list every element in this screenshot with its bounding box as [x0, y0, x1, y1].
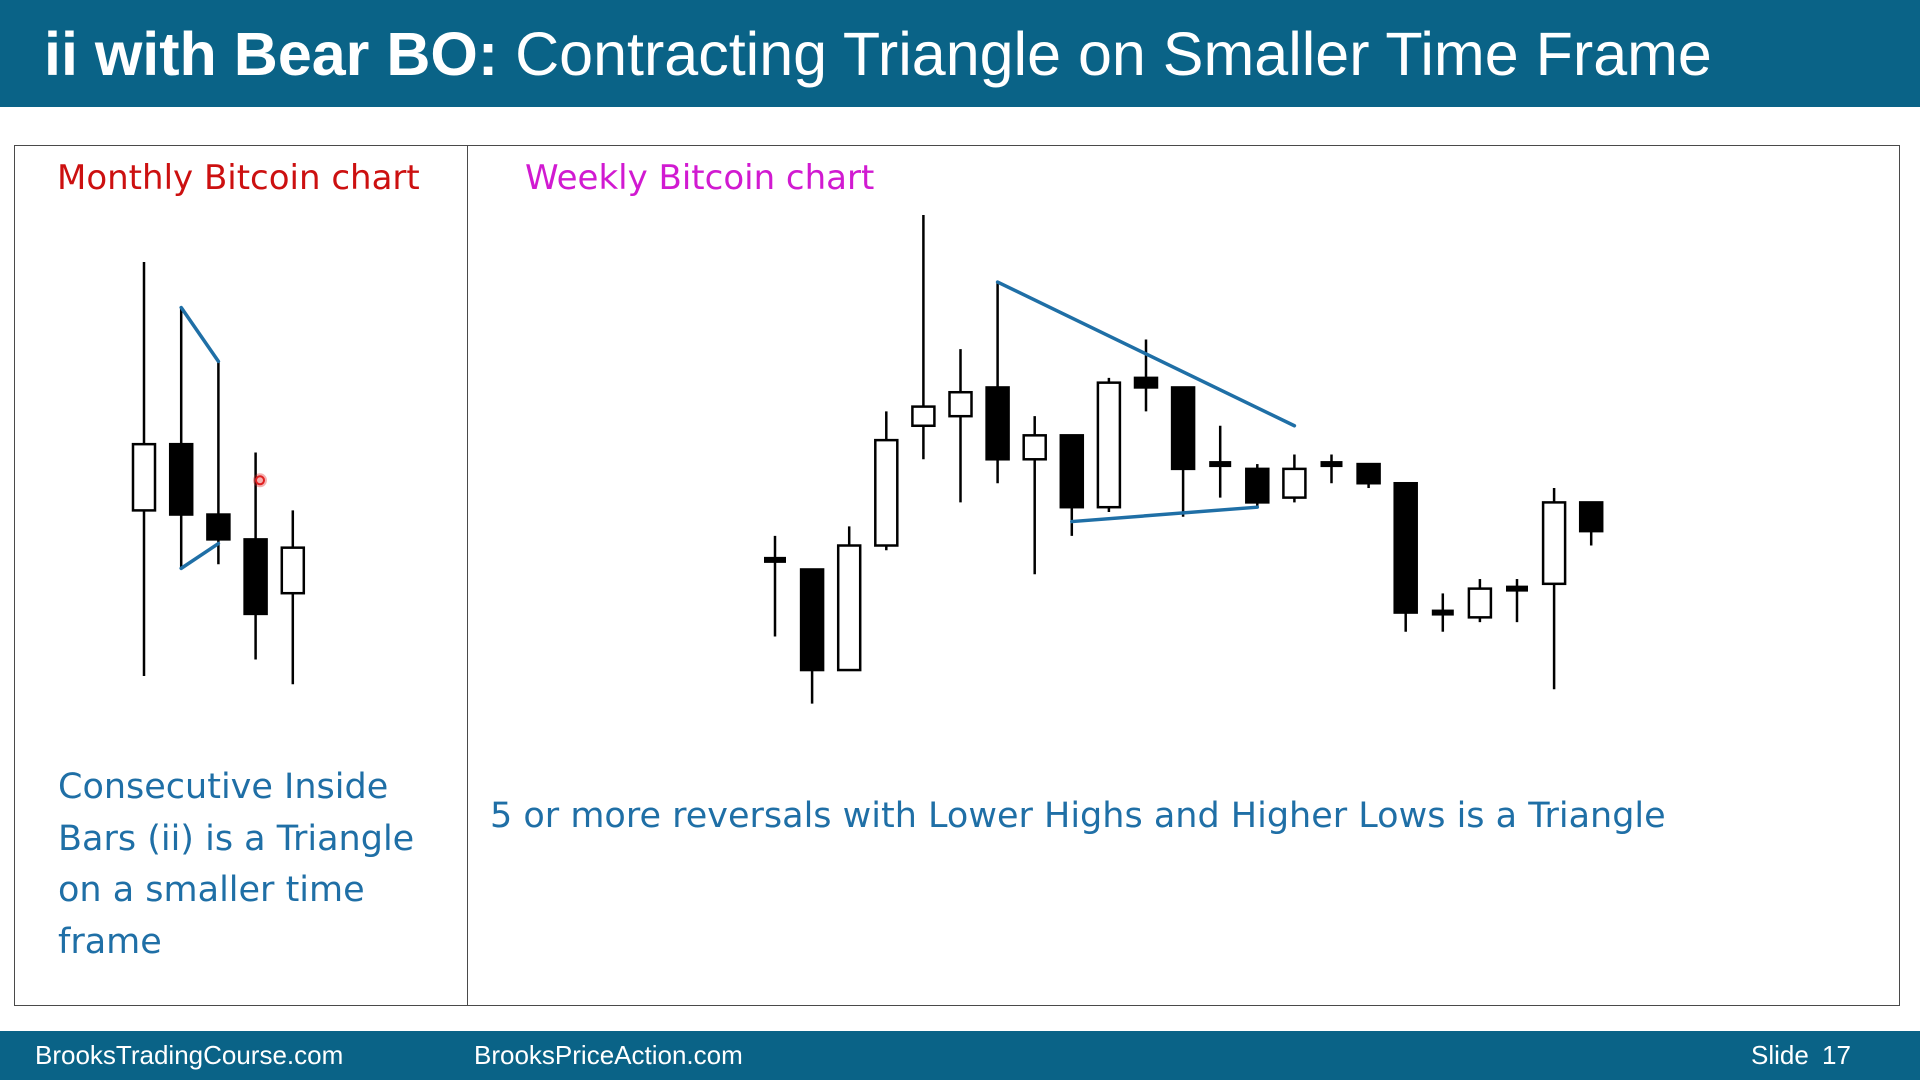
monthly-candle-body-4 — [280, 546, 306, 595]
weekly-candle-doji-0 — [764, 556, 786, 563]
footer-link-brooks-price-action[interactable]: BrooksPriceAction.com — [474, 1040, 743, 1070]
weekly-candle-doji-15 — [1320, 461, 1343, 468]
monthly-candle-body-0 — [131, 442, 157, 512]
weekly-candle-body-14 — [1282, 467, 1307, 499]
slide-number: 17 — [1822, 1040, 1851, 1070]
monthly-candle-body-1 — [168, 442, 194, 516]
pointer-dot-icon — [255, 475, 265, 486]
weekly-candle-body-19 — [1467, 587, 1493, 619]
weekly-candle-body-8 — [1059, 434, 1085, 509]
slide-title-rest: Contracting Triangle on Smaller Time Fra… — [498, 20, 1712, 88]
monthly-chart-note: Consecutive Inside Bars (ii) is a Triang… — [58, 767, 415, 962]
weekly-candle-body-1 — [799, 568, 825, 672]
weekly-trendline-0 — [995, 280, 1297, 428]
footer-link-brooks-trading-course[interactable]: BrooksTradingCourse.com — [35, 1040, 344, 1070]
weekly-candle-doji-20 — [1506, 585, 1528, 592]
weekly-candle-body-10 — [1133, 376, 1159, 389]
monthly-candle-body-3 — [243, 538, 268, 616]
weekly-candle-doji-12 — [1209, 461, 1232, 468]
slide-title: ii with Bear BO: Contracting Triangle on… — [44, 12, 1712, 96]
monthly-chart-label: Monthly Bitcoin chart — [57, 158, 420, 198]
monthly-trendline-0 — [179, 305, 221, 364]
weekly-candle-body-6 — [985, 386, 1010, 461]
weekly-candle-body-7 — [1022, 434, 1047, 461]
weekly-candle-body-4 — [911, 405, 936, 428]
weekly-chart-label: Weekly Bitcoin chart — [525, 158, 875, 198]
weekly-candle-body-16 — [1356, 462, 1381, 485]
title-bar: ii with Bear BO: Contracting Triangle on… — [0, 0, 1920, 107]
weekly-candle-body-13 — [1245, 467, 1270, 504]
weekly-candle-body-9 — [1096, 381, 1122, 509]
weekly-candle-body-11 — [1170, 386, 1196, 471]
slide-label: Slide — [1751, 1040, 1809, 1070]
weekly-candle-body-22 — [1578, 501, 1604, 533]
weekly-trendline-1 — [1070, 505, 1260, 524]
weekly-candle-body-17 — [1393, 481, 1418, 614]
monthly-trendline-1 — [179, 541, 221, 571]
weekly-candle-body-2 — [836, 544, 862, 672]
monthly-candle-body-2 — [206, 513, 231, 541]
slide-title-bold: ii with Bear BO: — [44, 20, 499, 88]
footer-bar: BrooksTradingCourse.com BrooksPriceActio… — [0, 1031, 1920, 1080]
weekly-chart-panel: Weekly Bitcoin chart 5 or more reversals… — [467, 145, 1900, 1006]
weekly-candle-body-21 — [1541, 501, 1567, 586]
weekly-candle-body-5 — [948, 390, 973, 418]
weekly-chart-note: 5 or more reversals with Lower Highs and… — [490, 796, 1666, 836]
weekly-candle-body-3 — [874, 438, 899, 547]
weekly-candle-doji-18 — [1431, 609, 1454, 616]
